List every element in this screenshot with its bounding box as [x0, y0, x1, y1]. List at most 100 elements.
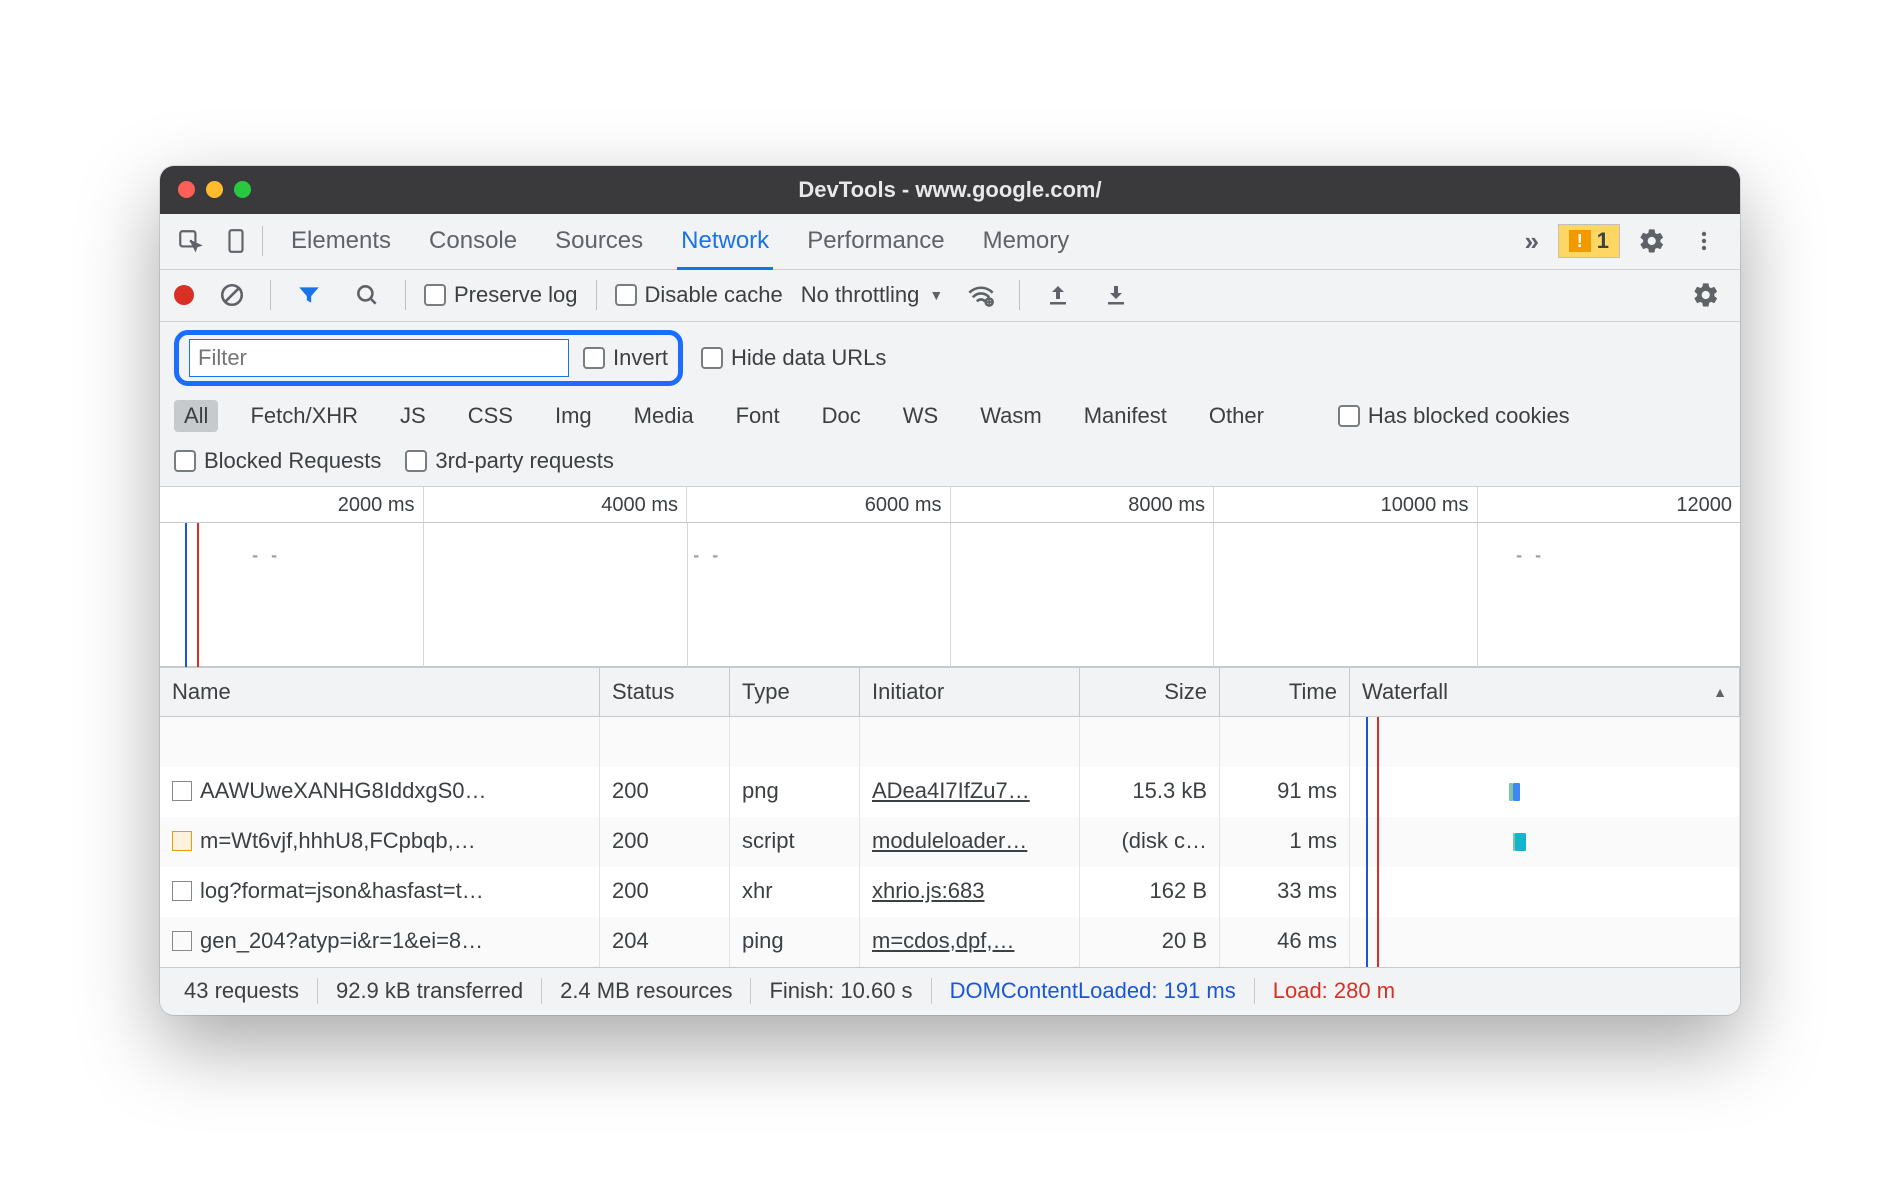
tab-console[interactable]: Console [425, 213, 521, 270]
cell-status: 200 [600, 867, 730, 917]
throttling-label: No throttling [801, 282, 920, 308]
sort-indicator-icon: ▲ [1713, 684, 1727, 700]
throttling-select[interactable]: No throttling ▼ [801, 282, 943, 308]
type-filter-other[interactable]: Other [1199, 400, 1274, 432]
timeline-marker: - - [252, 545, 281, 566]
more-tabs-button[interactable]: » [1512, 221, 1552, 261]
invert-label: Invert [613, 345, 668, 371]
upload-har-icon[interactable] [1038, 275, 1078, 315]
table-row[interactable]: AAWUweXANHG8IddxgS0…200pngADea4I7IfZu7…1… [160, 767, 1740, 817]
status-requests: 43 requests [166, 978, 318, 1004]
type-filter-media[interactable]: Media [624, 400, 704, 432]
filter-input[interactable] [189, 339, 569, 377]
cell-type: ping [730, 917, 860, 967]
column-time[interactable]: Time [1220, 668, 1350, 716]
clear-icon[interactable] [212, 275, 252, 315]
type-filter-doc[interactable]: Doc [812, 400, 871, 432]
panel-tabs: Elements Console Sources Network Performance… [287, 213, 1506, 270]
network-settings-icon[interactable] [1686, 275, 1726, 315]
search-icon[interactable] [347, 275, 387, 315]
maximize-window-button[interactable] [234, 181, 251, 198]
load-line [197, 523, 199, 667]
record-button[interactable] [174, 285, 194, 305]
close-window-button[interactable] [178, 181, 195, 198]
table-row[interactable]: gen_204?atyp=i&r=1&ei=8…204pingm=cdos,dp… [160, 917, 1740, 967]
cell-time: 46 ms [1220, 917, 1350, 967]
cell-initiator[interactable]: moduleloader… [860, 817, 1080, 867]
warning-icon: ! [1569, 230, 1591, 252]
type-filter-all[interactable]: All [174, 400, 218, 432]
download-har-icon[interactable] [1096, 275, 1136, 315]
has-blocked-cookies-checkbox[interactable]: Has blocked cookies [1338, 403, 1570, 429]
file-type-icon [172, 931, 192, 951]
type-filter-font[interactable]: Font [726, 400, 790, 432]
cell-waterfall [1350, 867, 1740, 917]
disable-cache-checkbox[interactable]: Disable cache [615, 282, 783, 308]
window-title: DevTools - www.google.com/ [160, 177, 1740, 203]
filter-highlight: Invert [174, 330, 683, 386]
cell-status: 200 [600, 767, 730, 817]
separator [262, 226, 263, 256]
status-transferred: 92.9 kB transferred [318, 978, 542, 1004]
cell-waterfall [1350, 917, 1740, 967]
cell-name: log?format=json&hasfast=t… [160, 867, 600, 917]
cell-initiator[interactable]: m=cdos,dpf,… [860, 917, 1080, 967]
column-name[interactable]: Name [160, 668, 600, 716]
minimize-window-button[interactable] [206, 181, 223, 198]
warnings-count: 1 [1597, 228, 1609, 254]
type-filter-ws[interactable]: WS [893, 400, 948, 432]
cell-name: m=Wt6vjf,hhhU8,FCpbqb,… [160, 817, 600, 867]
blocked-requests-checkbox[interactable]: Blocked Requests [174, 448, 381, 474]
column-status[interactable]: Status [600, 668, 730, 716]
invert-checkbox[interactable]: Invert [583, 345, 668, 371]
chevron-down-icon: ▼ [929, 287, 943, 303]
settings-icon[interactable] [1632, 221, 1672, 261]
domcontentloaded-line [185, 523, 187, 667]
file-type-icon [172, 881, 192, 901]
status-resources: 2.4 MB resources [542, 978, 751, 1004]
type-filter-css[interactable]: CSS [458, 400, 523, 432]
filter-toggle-icon[interactable] [289, 275, 329, 315]
preserve-log-label: Preserve log [454, 282, 578, 308]
preserve-log-checkbox[interactable]: Preserve log [424, 282, 578, 308]
hide-data-urls-label: Hide data URLs [731, 345, 886, 371]
inspect-element-icon[interactable] [170, 221, 210, 261]
column-waterfall[interactable]: Waterfall ▲ [1350, 668, 1740, 716]
status-domcontentloaded: DOMContentLoaded: 191 ms [932, 978, 1255, 1004]
type-filter-wasm[interactable]: Wasm [970, 400, 1052, 432]
cell-type: script [730, 817, 860, 867]
cell-time: 91 ms [1220, 767, 1350, 817]
type-filter-img[interactable]: Img [545, 400, 602, 432]
type-filter-fetchxhr[interactable]: Fetch/XHR [240, 400, 368, 432]
cell-time: 1 ms [1220, 817, 1350, 867]
column-size[interactable]: Size [1080, 668, 1220, 716]
network-conditions-icon[interactable] [961, 275, 1001, 315]
blocked-requests-label: Blocked Requests [204, 448, 381, 474]
cell-time: 33 ms [1220, 867, 1350, 917]
requests-table-body: AAWUweXANHG8IddxgS0…200pngADea4I7IfZu7…1… [160, 717, 1740, 967]
tab-elements[interactable]: Elements [287, 213, 395, 270]
hide-data-urls-checkbox[interactable]: Hide data URLs [701, 345, 886, 371]
column-type[interactable]: Type [730, 668, 860, 716]
warnings-badge[interactable]: ! 1 [1558, 224, 1620, 258]
tab-performance[interactable]: Performance [803, 213, 948, 270]
cell-initiator[interactable]: xhrio.js:683 [860, 867, 1080, 917]
kebab-menu-icon[interactable] [1684, 221, 1724, 261]
table-row[interactable]: m=Wt6vjf,hhhU8,FCpbqb,…200scriptmodulelo… [160, 817, 1740, 867]
device-toolbar-icon[interactable] [216, 221, 256, 261]
cell-type: xhr [730, 867, 860, 917]
tab-memory[interactable]: Memory [979, 213, 1074, 270]
disable-cache-label: Disable cache [645, 282, 783, 308]
type-filter-js[interactable]: JS [390, 400, 436, 432]
resource-type-filters: All Fetch/XHR JS CSS Img Media Font Doc WS Wasm Ma… [160, 394, 1740, 440]
cell-waterfall [1350, 767, 1740, 817]
table-row[interactable]: log?format=json&hasfast=t…200xhrxhrio.js… [160, 867, 1740, 917]
column-initiator[interactable]: Initiator [860, 668, 1080, 716]
overview-timeline[interactable]: 2000 ms4000 ms6000 ms8000 ms10000 ms1200… [160, 487, 1740, 667]
cell-name: AAWUweXANHG8IddxgS0… [160, 767, 600, 817]
tab-network[interactable]: Network [677, 213, 773, 270]
type-filter-manifest[interactable]: Manifest [1074, 400, 1177, 432]
tab-sources[interactable]: Sources [551, 213, 647, 270]
cell-initiator[interactable]: ADea4I7IfZu7… [860, 767, 1080, 817]
third-party-checkbox[interactable]: 3rd-party requests [405, 448, 614, 474]
